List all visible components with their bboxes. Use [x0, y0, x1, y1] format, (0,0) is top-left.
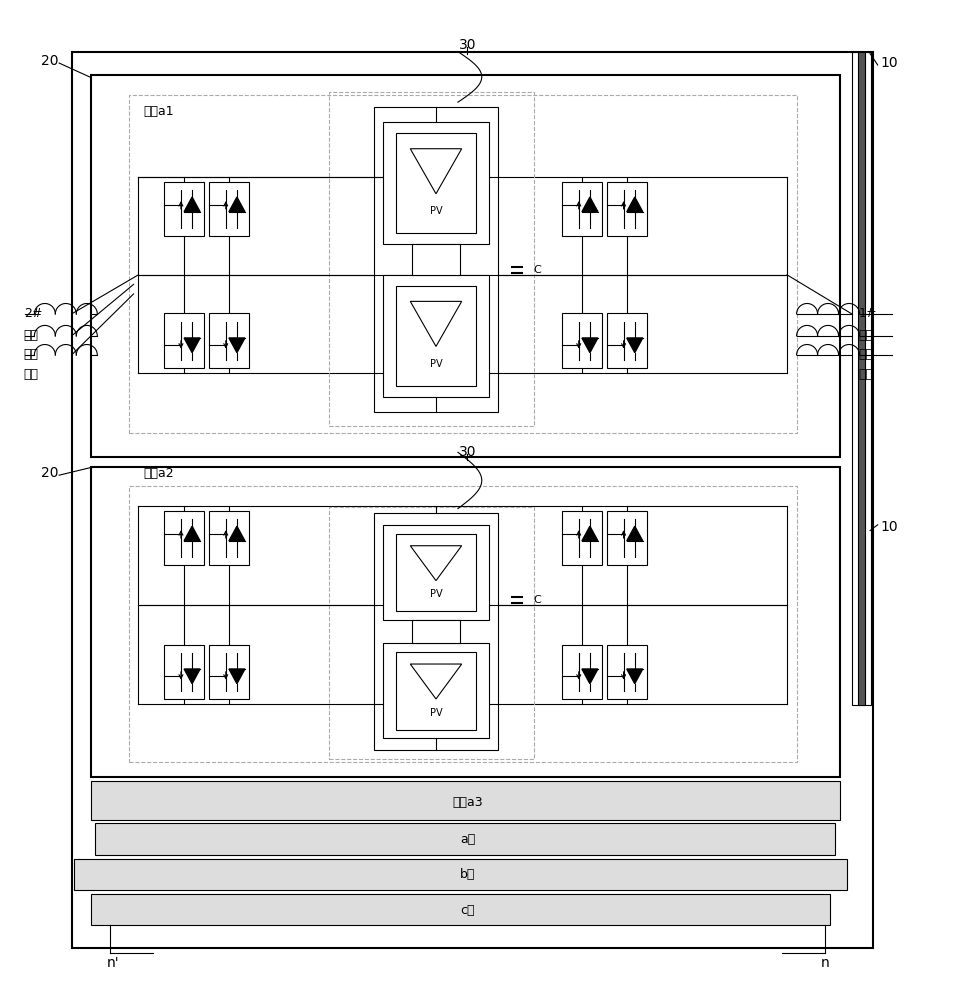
Polygon shape	[581, 669, 598, 684]
Text: 中压: 中压	[858, 329, 873, 342]
Polygon shape	[581, 338, 598, 353]
Bar	[164, 313, 204, 368]
Bar	[164, 182, 204, 236]
Bar	[396, 534, 475, 611]
Polygon shape	[581, 197, 598, 212]
Polygon shape	[229, 669, 245, 684]
Bar	[209, 182, 249, 236]
Bar	[412, 244, 459, 275]
Bar	[129, 95, 796, 433]
Bar	[91, 781, 839, 820]
Polygon shape	[229, 197, 245, 212]
Bar	[383, 525, 488, 620]
Bar	[383, 122, 488, 244]
Bar	[561, 313, 601, 368]
Text: 馈线: 馈线	[858, 348, 873, 361]
Text: a相: a相	[459, 833, 475, 846]
Polygon shape	[626, 669, 642, 684]
Bar	[91, 467, 839, 777]
Bar	[396, 652, 475, 730]
Bar	[383, 643, 488, 738]
Bar	[857, 52, 864, 705]
Bar	[851, 52, 870, 705]
Polygon shape	[184, 669, 200, 684]
Bar	[95, 823, 834, 855]
Text: PV: PV	[429, 206, 442, 216]
Text: 模块a2: 模块a2	[143, 467, 173, 480]
Text: 10: 10	[880, 56, 897, 70]
Bar	[209, 511, 249, 565]
Bar	[561, 645, 601, 699]
Text: PV: PV	[429, 359, 442, 369]
Text: 模块a1: 模块a1	[143, 105, 173, 118]
Bar	[209, 313, 249, 368]
Polygon shape	[184, 526, 200, 541]
Polygon shape	[581, 526, 598, 541]
Bar	[561, 182, 601, 236]
Polygon shape	[626, 338, 642, 353]
Bar	[383, 275, 488, 397]
Bar	[561, 511, 601, 565]
Text: 馈线: 馈线	[24, 348, 39, 361]
Polygon shape	[229, 338, 245, 353]
Bar	[374, 107, 497, 412]
Bar	[129, 486, 796, 762]
Text: 20: 20	[41, 54, 58, 68]
Bar	[164, 511, 204, 565]
Bar	[374, 513, 497, 750]
Text: n: n	[820, 956, 829, 970]
Text: PV: PV	[429, 589, 442, 599]
Text: 30: 30	[458, 38, 476, 52]
Bar	[412, 620, 459, 643]
Text: 10: 10	[880, 520, 897, 534]
Bar	[74, 859, 846, 890]
Text: PV: PV	[429, 708, 442, 718]
Bar	[606, 511, 646, 565]
Bar	[71, 52, 872, 948]
Polygon shape	[626, 197, 642, 212]
Bar	[91, 75, 839, 457]
Text: 模块a3: 模块a3	[452, 796, 482, 809]
Text: C: C	[533, 265, 540, 275]
Bar	[329, 92, 534, 426]
Text: 末端: 末端	[858, 368, 873, 381]
Polygon shape	[229, 526, 245, 541]
Text: 1#: 1#	[858, 307, 876, 320]
Bar	[606, 182, 646, 236]
Text: 30: 30	[458, 445, 476, 459]
Bar	[164, 645, 204, 699]
Text: b相: b相	[459, 868, 475, 881]
Polygon shape	[626, 526, 642, 541]
Bar	[606, 645, 646, 699]
Polygon shape	[184, 338, 200, 353]
Text: 末端: 末端	[24, 368, 39, 381]
Text: C: C	[533, 595, 540, 605]
Text: 2#: 2#	[24, 307, 42, 320]
Text: c相: c相	[459, 904, 475, 917]
Bar	[606, 313, 646, 368]
Bar	[329, 507, 534, 759]
Text: n': n'	[106, 956, 119, 970]
Polygon shape	[184, 197, 200, 212]
Bar	[396, 286, 475, 386]
Bar	[91, 894, 829, 925]
Bar	[209, 645, 249, 699]
Text: 中压: 中压	[24, 329, 39, 342]
Text: 20: 20	[41, 466, 58, 480]
Bar	[396, 133, 475, 233]
